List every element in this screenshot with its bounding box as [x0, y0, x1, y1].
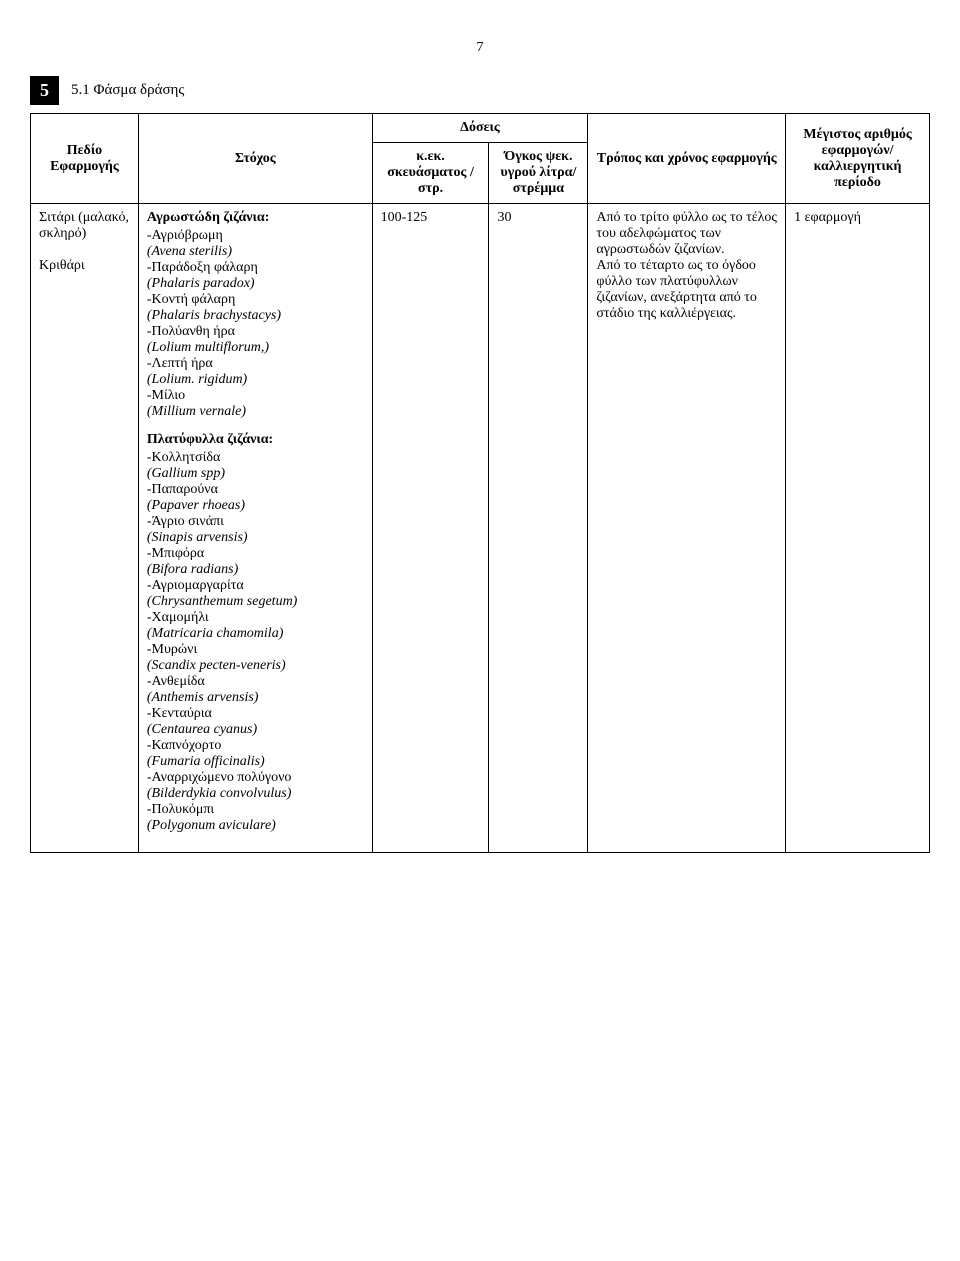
th-field: Πεδίο Εφαρμογής — [31, 114, 139, 204]
th-method: Τρόπος και χρόνος εφαρμογής — [588, 114, 786, 204]
th-max: Μέγιστος αριθμός εφαρμογών/ καλλιεργητικ… — [786, 114, 930, 204]
section-header: 5 5.1 Φάσμα δράσης — [30, 76, 930, 105]
table-row: Σιτάρι (μαλακό, σκληρό) Κριθάρι Αγρωστώδ… — [31, 204, 930, 853]
cell-max: 1 εφαρμογή — [786, 204, 930, 853]
section-badge: 5 — [30, 76, 59, 105]
cell-dose-cc: 100-125 — [372, 204, 489, 853]
cell-field: Σιτάρι (μαλακό, σκληρό) Κριθάρι — [31, 204, 139, 853]
section-title: 5.1 Φάσμα δράσης — [71, 82, 184, 99]
page-number: 7 — [30, 40, 930, 56]
spectrum-table: Πεδίο Εφαρμογής Στόχος Δόσεις Τρόπος και… — [30, 113, 930, 853]
cell-target: Αγρωστώδη ζιζάνια:-Αγριόβρωμη(Avena ster… — [138, 204, 372, 853]
cell-dose-vol: 30 — [489, 204, 588, 853]
th-dose-volume: Όγκος ψεκ. υγρού λίτρα/ στρέμμα — [489, 143, 588, 204]
cell-method: Από το τρίτο φύλλο ως το τέλος του αδελφ… — [588, 204, 786, 853]
th-dose-cc: κ.εκ. σκευάσματος /στρ. — [372, 143, 489, 204]
th-doses-group: Δόσεις — [372, 114, 588, 143]
th-target: Στόχος — [138, 114, 372, 204]
